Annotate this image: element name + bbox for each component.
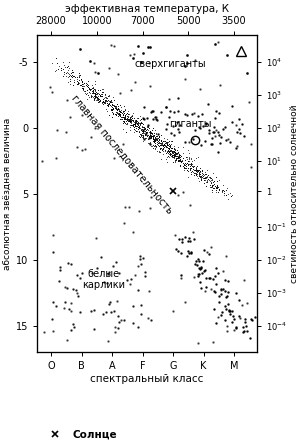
- Text: главная последовательность: главная последовательность: [69, 93, 175, 216]
- X-axis label: эффективная температура, К: эффективная температура, К: [65, 4, 229, 14]
- Y-axis label: абсолютная звёздная величина: абсолютная звёздная величина: [4, 117, 13, 270]
- X-axis label: спектральный класс: спектральный класс: [91, 374, 204, 384]
- Y-axis label: светимость относительно солнечной: светимость относительно солнечной: [290, 104, 299, 283]
- Text: гиганты: гиганты: [169, 119, 212, 129]
- Text: Солнце: Солнце: [72, 429, 117, 439]
- Text: белые
карлики: белые карлики: [82, 269, 125, 290]
- Text: сверхгиганты: сверхгиганты: [134, 59, 206, 70]
